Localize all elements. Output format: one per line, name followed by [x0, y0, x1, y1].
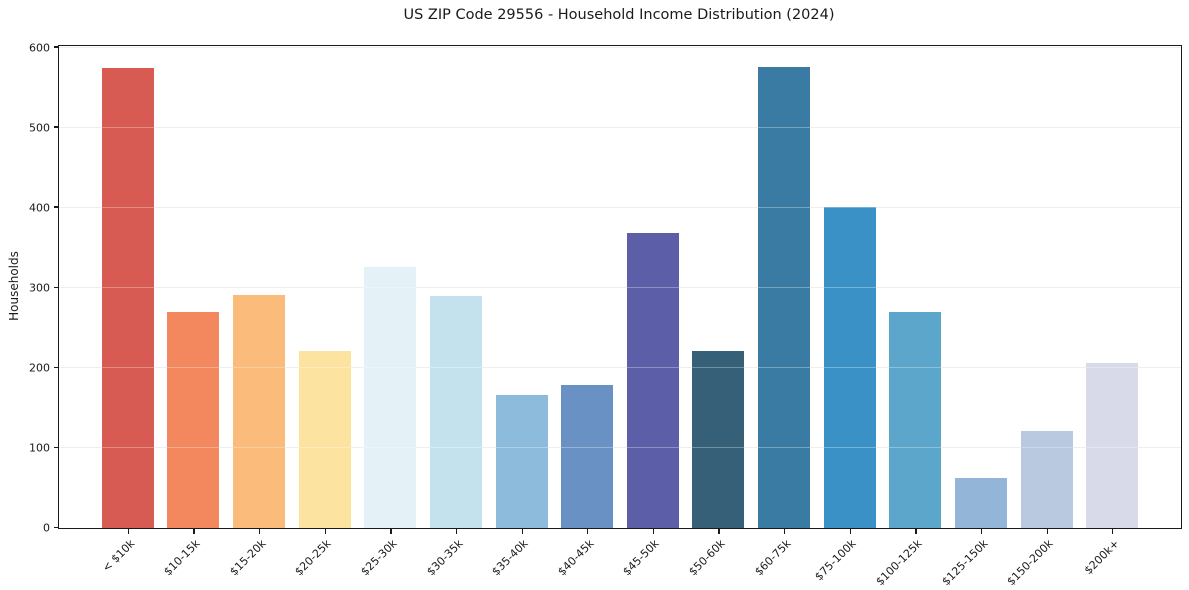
- x-tick-mark: [259, 529, 261, 534]
- grid-line-overlay-400: [59, 206, 1181, 208]
- x-tick-label: $15-20k: [226, 537, 269, 579]
- y-tick-mark: [53, 526, 58, 528]
- y-tick-label: 200: [29, 361, 50, 375]
- grid-line-400: [59, 206, 1181, 208]
- x-tick-label: $75-100k: [812, 537, 859, 584]
- x-tick-mark: [390, 529, 392, 534]
- bar-$100-125k: [889, 311, 942, 528]
- x-tick-label: $50-60k: [686, 537, 728, 579]
- bar-$25-30k: [364, 266, 417, 528]
- grid-line-overlay-200: [59, 366, 1181, 368]
- x-tick-label: $60-75k: [751, 537, 794, 579]
- bar-$15-20k: [233, 295, 286, 528]
- x-tick-mark: [652, 529, 655, 534]
- bar-$60-75k: [758, 66, 811, 528]
- y-tick-mark: [53, 126, 58, 128]
- bar-$75-100k: [823, 206, 876, 528]
- x-tick-label: $10-15k: [161, 537, 203, 579]
- x-tick-label: < $10k: [99, 537, 138, 575]
- y-tick-mark: [53, 206, 58, 208]
- x-tick-label: $100-125k: [873, 537, 925, 589]
- bar-$30-35k: [429, 295, 482, 528]
- x-tick-mark: [784, 529, 786, 534]
- grid-line-600: [59, 46, 1181, 48]
- x-tick-mark: [718, 529, 720, 534]
- x-tick-label: $40-45k: [555, 537, 597, 579]
- y-tick-mark: [53, 366, 58, 368]
- chart-title: US ZIP Code 29556 - Household Income Dis…: [403, 7, 835, 23]
- y-tick-label: 600: [29, 41, 50, 55]
- bar-$50-60k: [692, 351, 745, 528]
- x-tick-mark: [1046, 529, 1048, 534]
- bar-< $10k: [101, 68, 154, 528]
- bar-$150-200k: [1020, 431, 1073, 528]
- y-tick-label: 0: [43, 521, 50, 535]
- y-tick-mark: [53, 46, 58, 48]
- x-tick-mark: [193, 529, 195, 534]
- grid-line-500: [59, 126, 1181, 128]
- bar-$200k+: [1086, 363, 1139, 528]
- x-tick-mark: [521, 529, 523, 534]
- y-tick-mark: [53, 446, 58, 448]
- x-tick-label: $45-50k: [620, 537, 663, 579]
- grid-line-100: [59, 446, 1181, 448]
- x-tick-mark: [1112, 529, 1114, 534]
- grid-line-200: [59, 366, 1181, 368]
- x-tick-mark: [324, 529, 326, 534]
- x-tick-mark: [849, 529, 851, 534]
- y-tick-label: 100: [29, 441, 50, 455]
- y-tick-mark: [53, 286, 58, 288]
- x-tick-mark: [455, 529, 458, 534]
- bar-$125-150k: [954, 477, 1007, 528]
- x-tick-mark: [915, 529, 917, 534]
- x-tick-label: $25-30k: [358, 537, 400, 579]
- grid-line-overlay-100: [59, 446, 1181, 448]
- grid-line-overlay-500: [59, 126, 1181, 128]
- bar-$20-25k: [298, 351, 351, 528]
- y-tick-label: 300: [29, 281, 50, 295]
- x-tick-label: $35-40k: [489, 537, 531, 579]
- y-axis-label: Households: [7, 251, 21, 321]
- grid-line-300: [59, 286, 1181, 288]
- x-tick-label: $200k+: [1081, 537, 1122, 578]
- y-tick-label: 400: [29, 201, 50, 215]
- bar-$10-15k: [167, 311, 220, 528]
- bar-$45-50k: [626, 233, 679, 528]
- x-tick-mark: [980, 529, 983, 534]
- y-tick-label: 500: [29, 121, 50, 135]
- grid-line-overlay-600: [59, 46, 1181, 48]
- x-tick-mark: [587, 529, 589, 534]
- plot-area: 0 100 200 300 400 500 600 < $10k $10-15k $15-20k…: [29, 41, 1182, 588]
- x-tick-mark: [127, 529, 130, 534]
- bar-$40-45k: [561, 385, 614, 528]
- x-tick-label: $125-150k: [938, 537, 991, 589]
- grid-line-overlay-300: [59, 286, 1181, 288]
- x-tick-label: $150-200k: [1004, 537, 1056, 589]
- x-tick-label: $20-25k: [292, 537, 334, 579]
- x-tick-label: $30-35k: [423, 537, 466, 579]
- bars-container: [59, 46, 1181, 528]
- bar-$35-40k: [495, 395, 548, 528]
